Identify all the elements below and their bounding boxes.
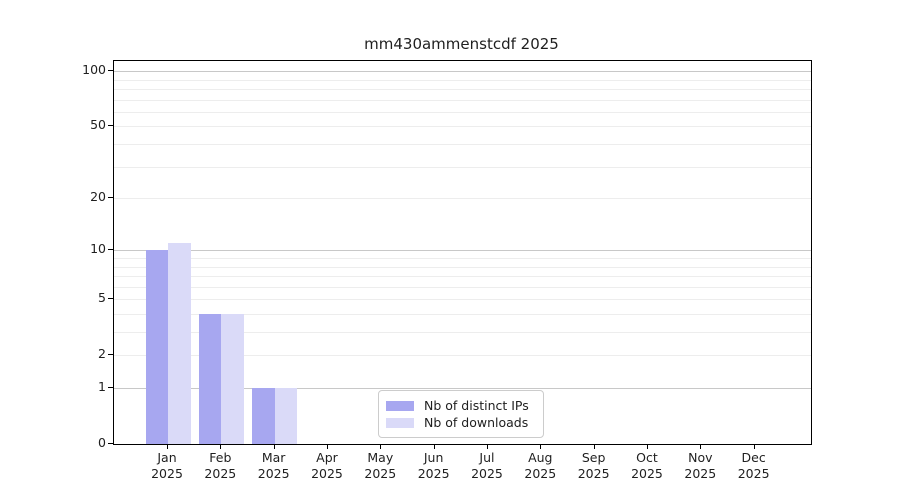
gridline-y-20 [114, 198, 811, 200]
x-tick-month: Oct [636, 450, 658, 465]
bar-downloads-jan [168, 243, 191, 444]
x-tick-year: 2025 [417, 466, 450, 481]
y-tick-label-1: 1 [98, 379, 106, 394]
x-tick-label-may: May 2025 [348, 450, 412, 482]
x-tick-mark-jul [486, 444, 488, 449]
y-tick-label-2: 2 [98, 346, 106, 362]
x-tick-mark-jun [433, 444, 435, 449]
x-tick-label-jan: Jan 2025 [135, 450, 199, 482]
gridline-y-4 [114, 313, 811, 315]
x-tick-mark-oct [646, 444, 648, 449]
bar-ips-jan [145, 250, 168, 444]
x-tick-year: 2025 [364, 466, 397, 481]
x-tick-year: 2025 [151, 466, 183, 481]
legend-label-distinct-ips: Nb of distinct IPs [424, 398, 529, 413]
x-tick-mark-apr [326, 444, 328, 449]
y-tick-mark-0 [108, 443, 113, 444]
x-tick-mark-feb [220, 444, 222, 449]
gridline-y-50 [114, 126, 811, 128]
y-tick-label-5: 5 [98, 290, 106, 306]
x-tick-mark-nov [700, 444, 702, 449]
x-tick-year: 2025 [204, 466, 237, 481]
gridline-y-40 [114, 144, 811, 146]
x-tick-mark-may [380, 444, 382, 449]
x-tick-month: Sep [581, 450, 606, 465]
x-tick-label-aug: Aug 2025 [508, 450, 572, 482]
bar-ips-feb [198, 313, 222, 444]
legend-item-distinct-ips: Nb of distinct IPs [386, 397, 536, 414]
gridline-y-6 [114, 286, 811, 288]
legend-item-downloads: Nb of downloads [386, 414, 536, 431]
x-tick-month: Nov [688, 450, 713, 465]
gridline-y-8 [114, 266, 811, 268]
x-tick-label-dec: Dec 2025 [722, 450, 786, 482]
y-tick-mark-100 [108, 70, 113, 72]
gridline-y-70 [114, 99, 811, 101]
y-tick-mark-5 [108, 298, 113, 300]
x-tick-year: 2025 [257, 466, 290, 481]
gridline-y-30 [114, 166, 811, 168]
x-tick-month: Jul [479, 450, 495, 465]
x-tick-year: 2025 [524, 466, 557, 481]
x-tick-label-apr: Apr 2025 [295, 450, 359, 482]
gridline-y-5 [114, 299, 811, 301]
x-tick-year: 2025 [684, 466, 717, 481]
gridline-y-90 [114, 79, 811, 81]
x-tick-month: Aug [528, 450, 553, 465]
x-tick-year: 2025 [471, 466, 503, 481]
x-tick-label-feb: Feb 2025 [188, 450, 252, 482]
x-tick-label-nov: Nov 2025 [668, 450, 732, 482]
y-tick-mark-1 [108, 387, 113, 388]
gridline-y-3 [114, 332, 811, 334]
x-tick-year: 2025 [737, 466, 770, 481]
x-tick-label-sep: Sep 2025 [562, 450, 626, 482]
x-tick-label-oct: Oct 2025 [615, 450, 679, 482]
gridline-y-100 [114, 71, 811, 73]
x-tick-mark-sep [593, 444, 595, 449]
gridline-y-2 [114, 355, 811, 357]
x-tick-year: 2025 [311, 466, 343, 481]
x-tick-month: May [367, 450, 394, 465]
y-tick-mark-50 [108, 125, 113, 127]
y-tick-label-100: 100 [82, 62, 106, 78]
gridline-y-10 [114, 250, 811, 252]
x-tick-month: Jan [157, 450, 177, 465]
bar-downloads-feb [221, 313, 244, 444]
x-tick-mark-aug [540, 444, 542, 449]
gridline-y-60 [114, 111, 811, 113]
x-tick-mark-dec [753, 444, 755, 449]
x-tick-month: Feb [209, 450, 232, 465]
x-tick-year: 2025 [577, 466, 610, 481]
x-tick-month: Mar [261, 450, 286, 465]
x-tick-mark-mar [273, 444, 275, 449]
x-tick-label-jun: Jun 2025 [402, 450, 466, 482]
x-tick-label-jul: Jul 2025 [455, 450, 519, 482]
x-tick-year: 2025 [631, 466, 663, 481]
chart-title: mm430ammenstcdf 2025 [364, 35, 559, 53]
gridline-y-80 [114, 89, 811, 91]
x-tick-mark-jan [167, 444, 168, 449]
gridline-y-1 [114, 388, 811, 389]
legend-swatch-distinct-ips [386, 400, 414, 411]
gridline-y-7 [114, 276, 811, 278]
x-tick-month: Apr [316, 450, 338, 465]
y-tick-mark-10 [108, 249, 113, 251]
bar-downloads-mar [274, 388, 298, 444]
y-tick-label-0: 0 [98, 435, 106, 450]
x-tick-month: Jun [423, 450, 444, 465]
y-tick-mark-20 [108, 197, 113, 199]
x-tick-label-mar: Mar 2025 [242, 450, 306, 482]
plot-area [113, 60, 812, 445]
y-tick-label-20: 20 [90, 189, 106, 205]
bar-ips-mar [252, 388, 275, 444]
y-tick-mark-2 [108, 354, 113, 356]
y-tick-label-10: 10 [90, 241, 106, 257]
x-tick-month: Dec [741, 450, 766, 465]
y-tick-label-50: 50 [90, 117, 106, 133]
legend: Nb of distinct IPs Nb of downloads [378, 390, 544, 438]
legend-label-downloads: Nb of downloads [424, 415, 529, 430]
gridline-y-9 [114, 258, 811, 259]
legend-swatch-downloads [386, 417, 414, 428]
